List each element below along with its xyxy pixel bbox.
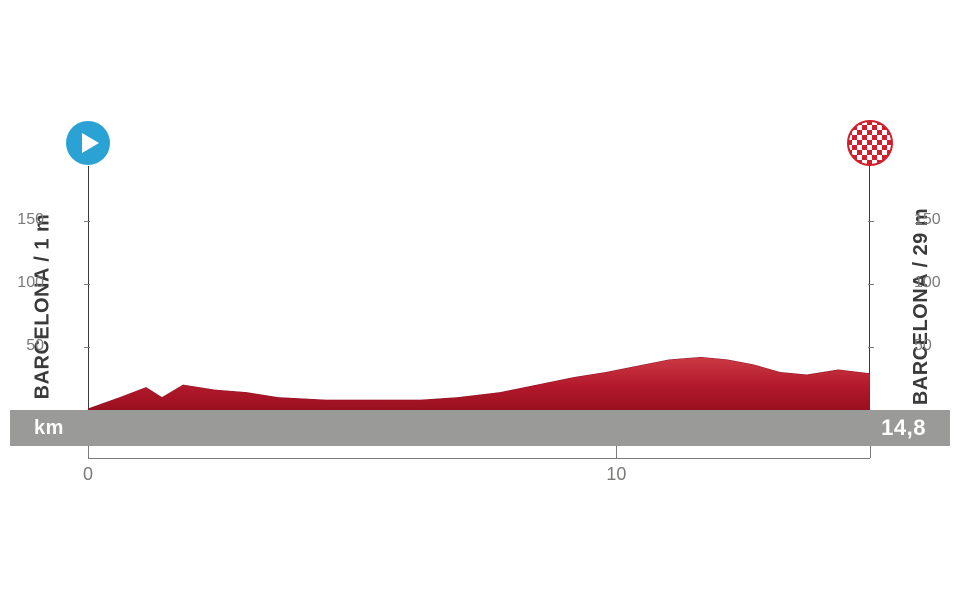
y-tick-label: 100 bbox=[914, 274, 941, 292]
x-tick-mark bbox=[616, 446, 617, 458]
distance-bar: km 14,8 bbox=[10, 410, 950, 446]
elevation-profile-chart: BARCELONA / 1 m BARCELONA / 29 m 5010015… bbox=[10, 120, 950, 560]
x-tick-mark bbox=[88, 446, 89, 458]
finish-marker-icon bbox=[847, 120, 893, 166]
x-axis: 010 bbox=[88, 446, 870, 496]
total-distance-value: 14,8 bbox=[881, 415, 926, 441]
finish-city-label: BARCELONA / 29 m bbox=[910, 208, 933, 405]
x-tick-mark bbox=[870, 446, 871, 458]
y-tick-label: 50 bbox=[26, 337, 44, 355]
elevation-area bbox=[88, 190, 870, 410]
x-tick-label: 0 bbox=[83, 464, 93, 485]
y-tick-label: 100 bbox=[17, 274, 44, 292]
start-city-label: BARCELONA / 1 m bbox=[31, 214, 54, 400]
x-tick-label: 10 bbox=[606, 464, 626, 485]
x-axis-baseline bbox=[88, 458, 870, 459]
y-tick-label: 150 bbox=[914, 211, 941, 229]
y-tick-label: 50 bbox=[914, 337, 932, 355]
y-tick-label: 150 bbox=[17, 211, 44, 229]
start-marker-icon bbox=[65, 120, 111, 166]
km-unit-label: km bbox=[34, 417, 64, 440]
